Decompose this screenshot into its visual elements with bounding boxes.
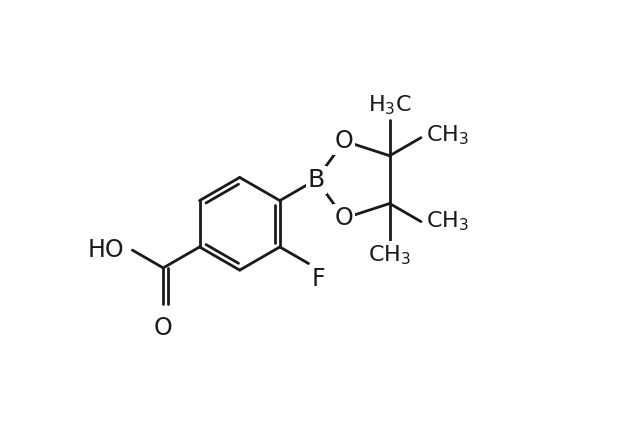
Text: O: O [335, 129, 354, 153]
Text: HO: HO [88, 238, 124, 262]
Text: B: B [308, 168, 324, 192]
Text: CH$_3$: CH$_3$ [426, 210, 469, 233]
Text: CH$_3$: CH$_3$ [426, 124, 469, 147]
Text: F: F [312, 267, 326, 291]
Text: CH$_3$: CH$_3$ [368, 243, 411, 267]
Text: O: O [335, 206, 354, 230]
Text: O: O [154, 316, 173, 340]
Text: H$_3$C: H$_3$C [368, 94, 412, 117]
